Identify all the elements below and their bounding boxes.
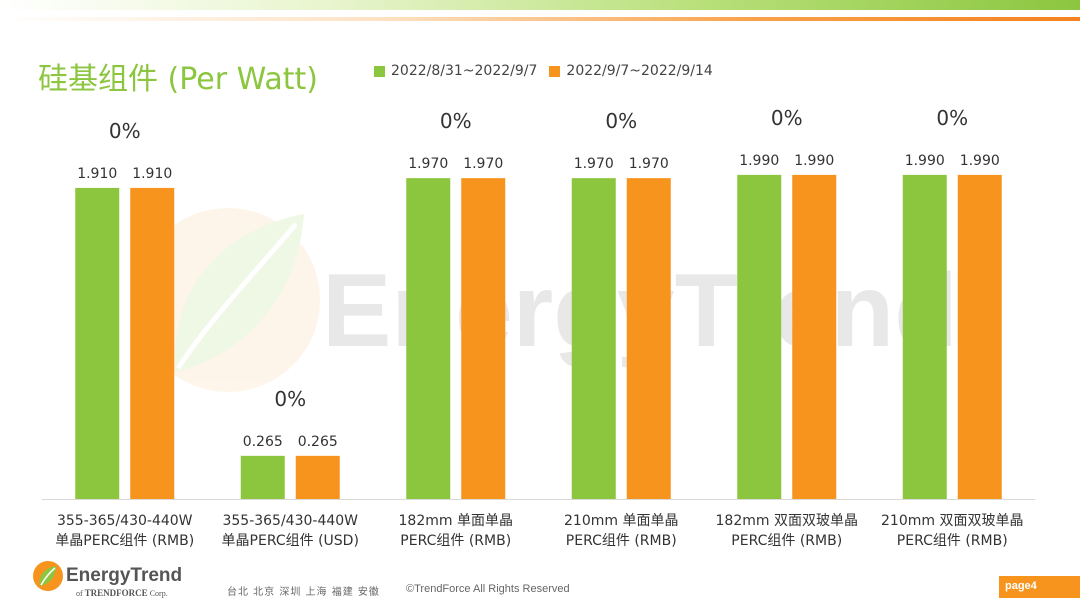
legend-swatch-series-1 bbox=[374, 65, 385, 77]
footer-cities: 台北 北京 深圳 上海 福建 安徽 bbox=[227, 587, 380, 598]
change-label-1: 0% bbox=[109, 119, 141, 143]
legend-item-series-1: 2022/8/31~2022/9/7 bbox=[374, 63, 537, 79]
change-label-4: 0% bbox=[605, 109, 637, 133]
data-label-s2-4: 1.970 bbox=[629, 156, 669, 172]
data-label-s1-5: 1.990 bbox=[739, 153, 779, 169]
footer-brand-parent: TRENDFORCE bbox=[84, 588, 148, 598]
bar-s1-2 bbox=[240, 455, 285, 499]
bar-s2-3 bbox=[461, 178, 506, 500]
footer-copyright: ©TrendForce All Rights Reserved bbox=[406, 583, 570, 595]
data-label-s2-2: 0.265 bbox=[298, 434, 338, 450]
bar-s1-3 bbox=[406, 178, 451, 500]
data-label-s1-1: 1.910 bbox=[77, 166, 117, 182]
category-label-6-line-2: PERC组件 (RMB) bbox=[897, 533, 1008, 549]
bar-s1-4 bbox=[571, 178, 616, 500]
data-label-s2-1: 1.910 bbox=[132, 166, 172, 182]
bar-s1-6 bbox=[902, 174, 947, 499]
category-label-6-line-1: 210mm 双面双玻单晶 bbox=[881, 513, 1023, 529]
footer: EnergyTrend of TRENDFORCE Corp. 台北 北京 深圳… bbox=[0, 560, 1080, 608]
category-label-2-line-2: 单晶PERC组件 (USD) bbox=[222, 533, 359, 549]
data-label-s2-3: 1.970 bbox=[463, 156, 503, 172]
change-label-6: 0% bbox=[936, 106, 968, 130]
footer-brand: EnergyTrend bbox=[66, 565, 183, 586]
change-label-5: 0% bbox=[771, 106, 803, 130]
chart-legend: 2022/8/31~2022/9/7 2022/9/7~2022/9/14 bbox=[374, 63, 725, 79]
category-label-3-line-2: PERC组件 (RMB) bbox=[400, 533, 511, 549]
data-label-s2-5: 1.990 bbox=[794, 153, 834, 169]
bar-s2-1 bbox=[130, 187, 175, 500]
bar-s2-2 bbox=[295, 455, 340, 499]
bar-s2-5 bbox=[792, 174, 837, 499]
data-label-s1-6: 1.990 bbox=[905, 153, 945, 169]
top-color-band bbox=[0, 0, 1080, 10]
legend-label-series-1: 2022/8/31~2022/9/7 bbox=[391, 63, 538, 79]
legend-label-series-2: 2022/9/7~2022/9/14 bbox=[566, 63, 713, 79]
change-label-3: 0% bbox=[440, 109, 472, 133]
data-label-s1-3: 1.970 bbox=[408, 156, 448, 172]
legend-swatch-series-2 bbox=[549, 65, 561, 77]
change-label-2: 0% bbox=[274, 387, 306, 411]
bar-s1-1 bbox=[75, 187, 120, 500]
category-label-5-line-1: 182mm 双面双玻单晶 bbox=[716, 513, 858, 529]
data-label-s1-4: 1.970 bbox=[574, 156, 614, 172]
top-accent-line bbox=[0, 17, 1080, 21]
category-label-2-line-1: 355-365/430-440W bbox=[222, 513, 358, 529]
bar-s2-4 bbox=[626, 178, 671, 500]
category-label-1-line-1: 355-365/430-440W bbox=[57, 513, 193, 529]
footer-brand-suffix: Corp. bbox=[149, 589, 168, 598]
category-label-4-line-1: 210mm 单面单晶 bbox=[564, 513, 678, 529]
bar-s2-6 bbox=[957, 174, 1002, 499]
category-label-5-line-2: PERC组件 (RMB) bbox=[731, 533, 842, 549]
page-title: 硅基组件 (Per Watt) bbox=[38, 62, 318, 97]
energytrend-logo-icon bbox=[33, 561, 63, 591]
category-label-3-line-1: 182mm 单面单晶 bbox=[399, 513, 513, 529]
data-label-s2-6: 1.990 bbox=[960, 153, 1000, 169]
category-label-4-line-2: PERC组件 (RMB) bbox=[566, 533, 677, 549]
data-label-s1-2: 0.265 bbox=[243, 434, 283, 450]
footer-brand-prefix: of bbox=[76, 589, 83, 598]
category-label-1-line-2: 单晶PERC组件 (RMB) bbox=[55, 533, 194, 549]
legend-item-series-2: 2022/9/7~2022/9/14 bbox=[549, 63, 713, 79]
footer-sub-brand: of TRENDFORCE Corp. bbox=[76, 588, 168, 598]
bar-s1-5 bbox=[737, 174, 782, 499]
page-number-badge: page4 bbox=[999, 576, 1080, 598]
watermark-leaf-icon bbox=[136, 208, 320, 392]
